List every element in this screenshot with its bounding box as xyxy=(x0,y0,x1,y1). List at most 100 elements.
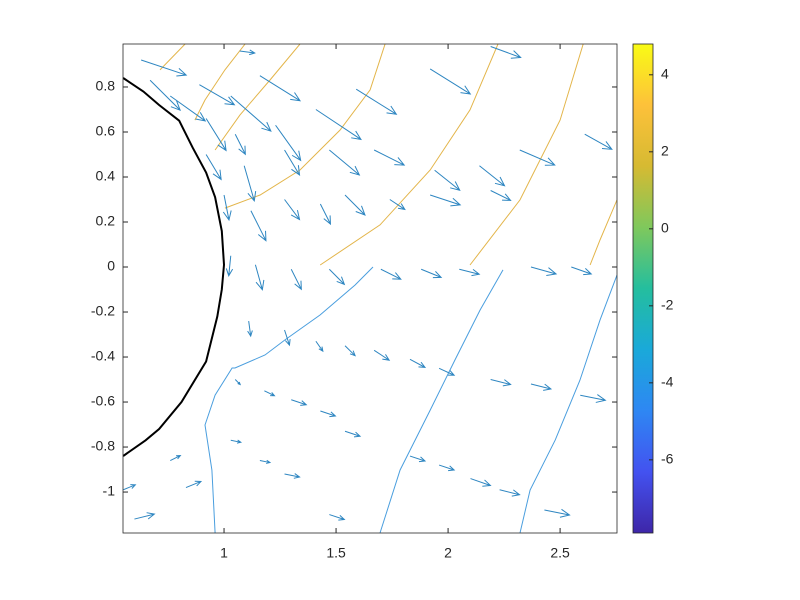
contour-line xyxy=(379,269,504,533)
y-tick-label: -0.4 xyxy=(91,348,115,364)
contour-line xyxy=(519,274,617,533)
quiver-arrow xyxy=(230,95,272,132)
quiver-arrow xyxy=(243,165,257,203)
quiver-arrow xyxy=(319,203,332,226)
contour-line xyxy=(204,266,374,533)
quiver-arrow xyxy=(199,84,236,106)
quiver-arrow xyxy=(290,269,302,291)
quiver-arrow xyxy=(530,266,558,276)
contour-line xyxy=(589,199,617,266)
y-tick-label: 0.6 xyxy=(96,123,116,139)
quiver-arrow xyxy=(409,455,427,463)
quiver-arrow xyxy=(479,165,506,187)
quiver-arrow xyxy=(239,49,256,56)
plot-area xyxy=(123,44,617,533)
quiver-arrow xyxy=(429,68,472,95)
quiver-arrow xyxy=(315,340,324,353)
quiver-arrow xyxy=(499,489,521,497)
contour-line xyxy=(214,44,301,151)
quiver-arrow xyxy=(530,383,553,391)
quiver-arrow xyxy=(490,379,512,387)
quiver-arrow xyxy=(250,210,267,242)
quiver-arrow xyxy=(185,480,203,489)
quiver-arrow xyxy=(459,268,481,277)
colorbar-tick-label: -4 xyxy=(661,374,674,390)
quiver-arrow xyxy=(373,149,406,166)
quiver-arrow xyxy=(329,514,346,521)
quiver-arrow xyxy=(429,194,462,207)
contour-line xyxy=(224,44,386,209)
quiver-arrow xyxy=(140,59,188,77)
plot-content xyxy=(123,44,617,533)
quiver-arrow xyxy=(315,109,362,141)
quiver-arrow xyxy=(328,268,346,286)
colorbar-tick-label: -6 xyxy=(661,451,674,467)
quiver-arrow xyxy=(470,478,492,487)
y-tick-label: 0.4 xyxy=(96,168,116,184)
x-tick-label: 1.5 xyxy=(326,545,346,561)
quiver-arrow xyxy=(134,512,156,520)
quiver-arrow xyxy=(284,199,301,221)
axes-box xyxy=(122,43,618,534)
quiver-arrow xyxy=(355,88,398,115)
quiver-arrow xyxy=(264,390,276,397)
quiver-arrow xyxy=(234,379,242,386)
quiver-arrow xyxy=(284,329,291,347)
y-tick-label: -0.2 xyxy=(91,303,115,319)
quiver-arrow xyxy=(389,199,406,211)
quiver-arrow xyxy=(291,399,308,406)
quiver-arrow xyxy=(584,133,613,150)
x-tick-label: 2.5 xyxy=(550,545,570,561)
quiver-arrow xyxy=(123,484,137,491)
quiver-arrow xyxy=(344,430,362,438)
quiver-arrow xyxy=(254,264,265,291)
quiver-arrow xyxy=(259,75,302,102)
x-tick-label: 1 xyxy=(220,545,228,561)
y-tick-label: -1 xyxy=(103,483,116,499)
quiver-arrow xyxy=(234,134,246,156)
quiver-arrow xyxy=(380,268,402,280)
y-tick-label: 0 xyxy=(107,258,115,274)
colorbar-tick-label: -2 xyxy=(661,297,674,313)
quiver-arrow xyxy=(544,508,571,518)
quiver-arrow xyxy=(490,46,522,59)
quiver-arrow xyxy=(344,194,366,216)
contour-line xyxy=(319,44,499,266)
quiver-arrow xyxy=(344,345,356,357)
quiver-arrow xyxy=(149,79,181,112)
quiver-arrow xyxy=(275,124,302,162)
quiver-arrow xyxy=(373,349,391,361)
contour-line xyxy=(469,44,584,266)
quiver-arrow xyxy=(571,266,593,276)
y-tick-label: -0.6 xyxy=(91,393,115,409)
boundary-line xyxy=(123,77,226,457)
quiver-arrow xyxy=(438,367,456,376)
quiver-arrow xyxy=(205,154,222,181)
quiver-arrow xyxy=(170,455,182,461)
quiver-arrow xyxy=(169,95,207,122)
quiver-arrow xyxy=(230,439,243,444)
quiver-arrow xyxy=(329,149,361,176)
quiver-arrow xyxy=(421,268,443,279)
quiver-arrow xyxy=(247,320,253,338)
contour-line xyxy=(194,44,246,121)
quiver-arrow xyxy=(409,358,427,368)
quiver-arrow xyxy=(580,394,607,403)
quiver-arrow xyxy=(490,190,512,201)
quiver-arrow xyxy=(225,255,234,277)
quiver-arrow xyxy=(519,149,556,166)
colorbar-tick-label: 4 xyxy=(661,66,669,82)
quiver-arrow xyxy=(438,464,456,472)
colorbar-tick-label: 0 xyxy=(661,220,669,236)
quiver-arrow xyxy=(205,118,227,152)
colorbar xyxy=(632,43,654,534)
quiver-arrow xyxy=(259,459,272,464)
y-tick-label: 0.8 xyxy=(96,78,116,94)
colorbar-tick-label: 2 xyxy=(661,143,669,159)
axes: 1 1.5 2 2.5 -1 -0.8 -0.6 -0.4 -0.2 0 0.2 0.4 0.6 0.8 -… xyxy=(91,43,674,561)
quiver-arrow xyxy=(284,149,301,177)
x-tick-label: 2 xyxy=(444,545,452,561)
y-tick-label: 0.2 xyxy=(96,213,116,229)
